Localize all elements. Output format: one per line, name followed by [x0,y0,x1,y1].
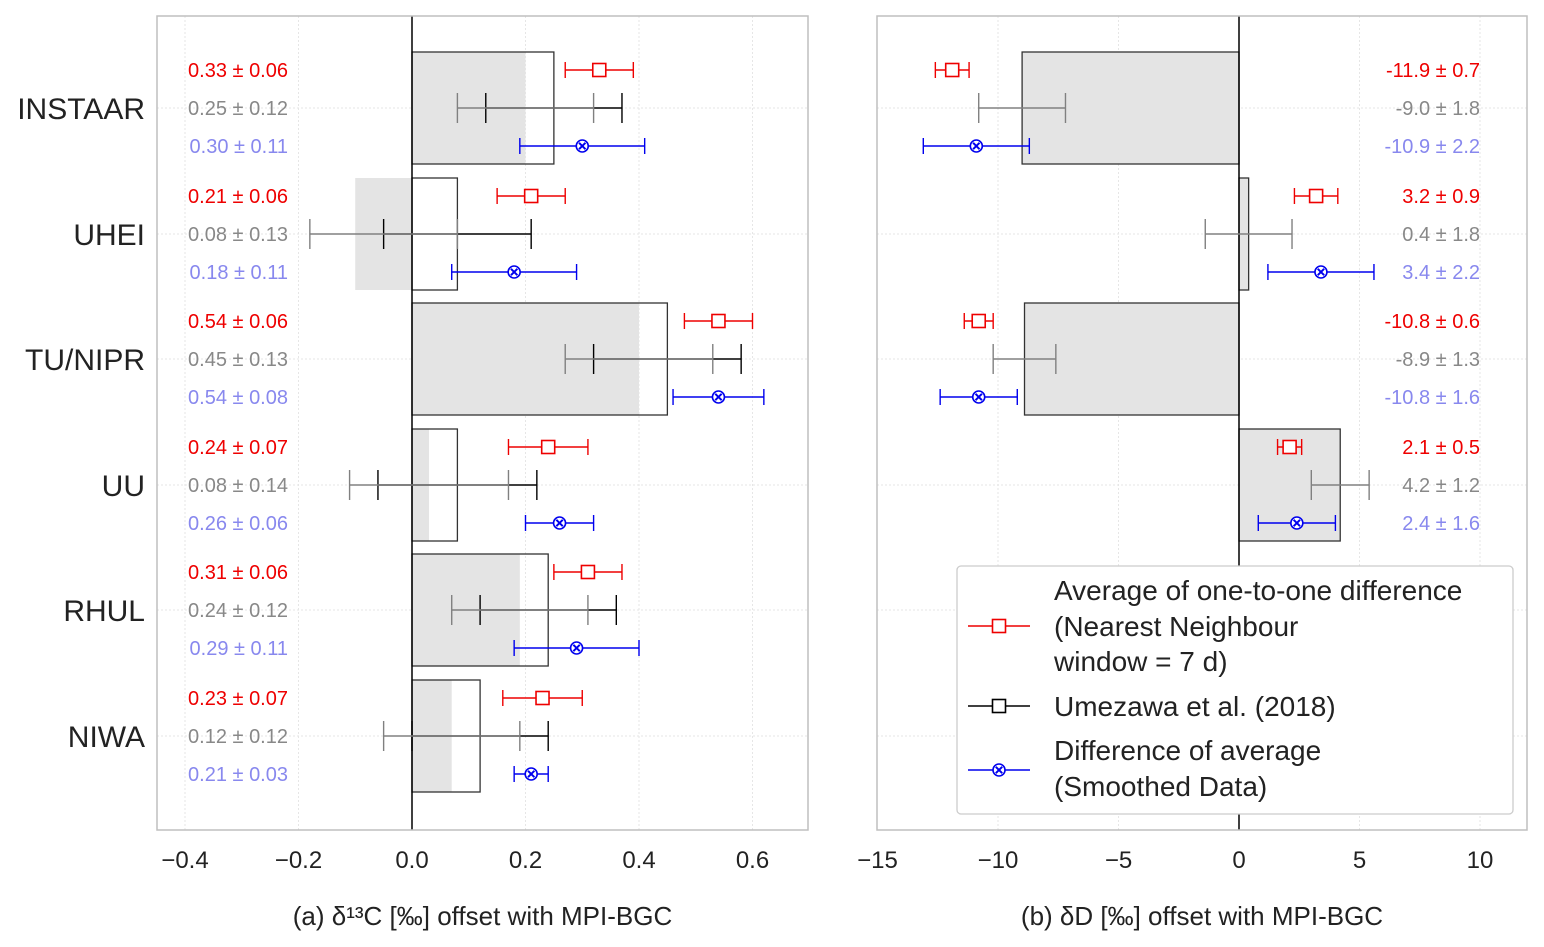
series-0-point-4-marker [580,564,596,580]
x-tick-label-1: −0.2 [275,847,322,874]
x-axis-label: (a) δ¹³C [‰] offset with MPI-BGC [293,901,673,931]
x-tick-label-3: 0.2 [509,847,542,874]
category-label-1: UHEI [73,219,145,252]
x-tick-label-4: 5 [1353,847,1366,874]
x-tick-label-2: −5 [1105,847,1132,874]
legend-text-2-1: (Smoothed Data) [1054,771,1267,802]
series-3-point-3-marker [552,516,567,530]
series-0-point-3-marker [540,439,556,455]
category-label-0: INSTAAR [17,93,145,126]
value-label-s2-0: -10.9 ± 2.2 [1385,136,1480,158]
series-2-point-2-marker [971,390,986,404]
value-label-s3-4: 0.29 ± 0.11 [190,638,288,660]
value-label-s3-2: 0.54 ± 0.08 [188,387,288,409]
series-3-point-0-marker [575,139,590,153]
value-label-s3-0: 0.30 ± 0.11 [190,136,288,158]
series-3-point-4-marker-cross [572,644,581,652]
plot-frame [156,15,809,831]
series-0-point-1-marker [523,188,539,204]
value-label-s3-3: 0.26 ± 0.06 [188,513,288,535]
value-label-s0-0: -11.9 ± 0.7 [1386,60,1480,82]
series-0-point-1-marker [1308,188,1324,204]
value-label-s0-4: 0.31 ± 0.06 [188,562,288,584]
series-0-point-2-marker [971,313,987,329]
x-tick-label-5: 0.6 [736,847,769,874]
legend-marker-2-cross [995,766,1003,774]
series-3-point-3-marker-cross [555,519,564,527]
series-3-point-1-marker [507,265,521,279]
x-tick-label-4: 0.4 [622,847,655,874]
series-3-point-0-marker-cross [578,142,587,150]
x-tick-label-3: 0 [1232,847,1245,874]
value-label-s0-1: 3.2 ± 0.9 [1402,186,1480,208]
series-0-point-0-marker [944,62,960,78]
value-label-s2-1: 3.4 ± 2.2 [1402,262,1480,284]
x-tick-label-5: 10 [1467,847,1494,874]
value-label-s1-1: 0.08 ± 0.13 [188,224,288,246]
category-label-4: RHUL [63,595,145,628]
value-label-s0-5: 0.23 ± 0.07 [188,688,288,710]
legend-marker-2 [992,763,1006,777]
value-label-s0-2: 0.54 ± 0.06 [188,311,288,333]
value-label-s1-0: -9.0 ± 1.8 [1396,98,1480,120]
series-0-point-3-marker [1282,439,1297,455]
series-2-point-1-marker [1314,265,1328,279]
series-2-point-2-marker-cross [974,393,983,401]
legend-text-1-0: Umezawa et al. (2018) [1054,691,1336,722]
value-label-s1-2: -8.9 ± 1.3 [1396,349,1480,371]
value-label-s0-2: -10.8 ± 0.6 [1385,311,1480,333]
series-2-point-1-marker-cross [1317,268,1325,276]
series-3-point-2-marker [711,390,726,404]
x-tick-label-0: −15 [857,847,898,874]
value-label-s3-5: 0.21 ± 0.03 [188,764,288,786]
value-label-s1-5: 0.12 ± 0.12 [188,726,288,748]
series-3-point-5-marker-cross [527,770,536,778]
series-3-point-5-marker [524,767,538,781]
value-label-s1-0: 0.25 ± 0.12 [188,98,288,120]
legend-text-0-1: (Nearest Neighbour [1054,611,1298,642]
series-2-point-0-marker [969,139,984,153]
category-label-2: TU/NIPR [25,344,145,377]
legend: Average of one-to-one difference (Nearest… [956,565,1514,815]
plot-frame [876,15,1528,831]
category-label-3: UU [102,470,145,503]
series-0-point-2-marker [711,313,726,329]
value-label-s0-3: 0.24 ± 0.07 [188,437,288,459]
series-0-point-0-marker [591,62,607,78]
legend-text-2-0: Difference of average [1054,735,1321,766]
series-2-point-3-marker-cross [1292,519,1301,527]
value-label-s1-2: 0.45 ± 0.13 [188,349,288,371]
value-label-s0-1: 0.21 ± 0.06 [188,186,288,208]
bar-fill-2 [1024,303,1239,415]
legend-text-0-2: window = 7 d) [1053,646,1228,677]
value-label-s2-2: -10.8 ± 1.6 [1385,387,1480,409]
x-tick-label-0: −0.4 [161,847,208,874]
value-label-s1-3: 0.08 ± 0.14 [188,475,288,497]
value-label-s0-0: 0.33 ± 0.06 [188,60,288,82]
value-label-s1-1: 0.4 ± 1.8 [1402,224,1480,246]
legend-box [956,565,1514,815]
value-label-s3-1: 0.18 ± 0.11 [190,262,288,284]
legend-text-0-0: Average of one-to-one difference [1054,575,1462,606]
value-label-s1-3: 4.2 ± 1.2 [1402,475,1480,497]
x-tick-label-1: −10 [978,847,1019,874]
series-2-point-3-marker [1290,516,1304,530]
panel-a-delta13c: 0.33 ± 0.06 0.21 ± 0.06 0.54 ± 0.06 0.24 ± … [17,15,809,931]
legend-marker-1 [991,698,1007,714]
value-label-s0-3: 2.1 ± 0.5 [1402,437,1480,459]
category-label-5: NIWA [68,721,145,754]
x-axis-label: (b) δD [‰] offset with MPI-BGC [1021,901,1383,931]
series-2-point-0-marker-cross [972,142,981,150]
series-3-point-2-marker-cross [714,393,723,401]
x-tick-label-2: 0.0 [395,847,428,874]
series-3-point-1-marker-cross [510,268,519,276]
value-label-s2-3: 2.4 ± 1.6 [1402,513,1480,535]
value-label-s1-4: 0.24 ± 0.12 [188,600,288,622]
series-0-point-5-marker [535,690,550,706]
series-3-point-4-marker [569,641,584,655]
legend-marker-0 [991,618,1007,634]
